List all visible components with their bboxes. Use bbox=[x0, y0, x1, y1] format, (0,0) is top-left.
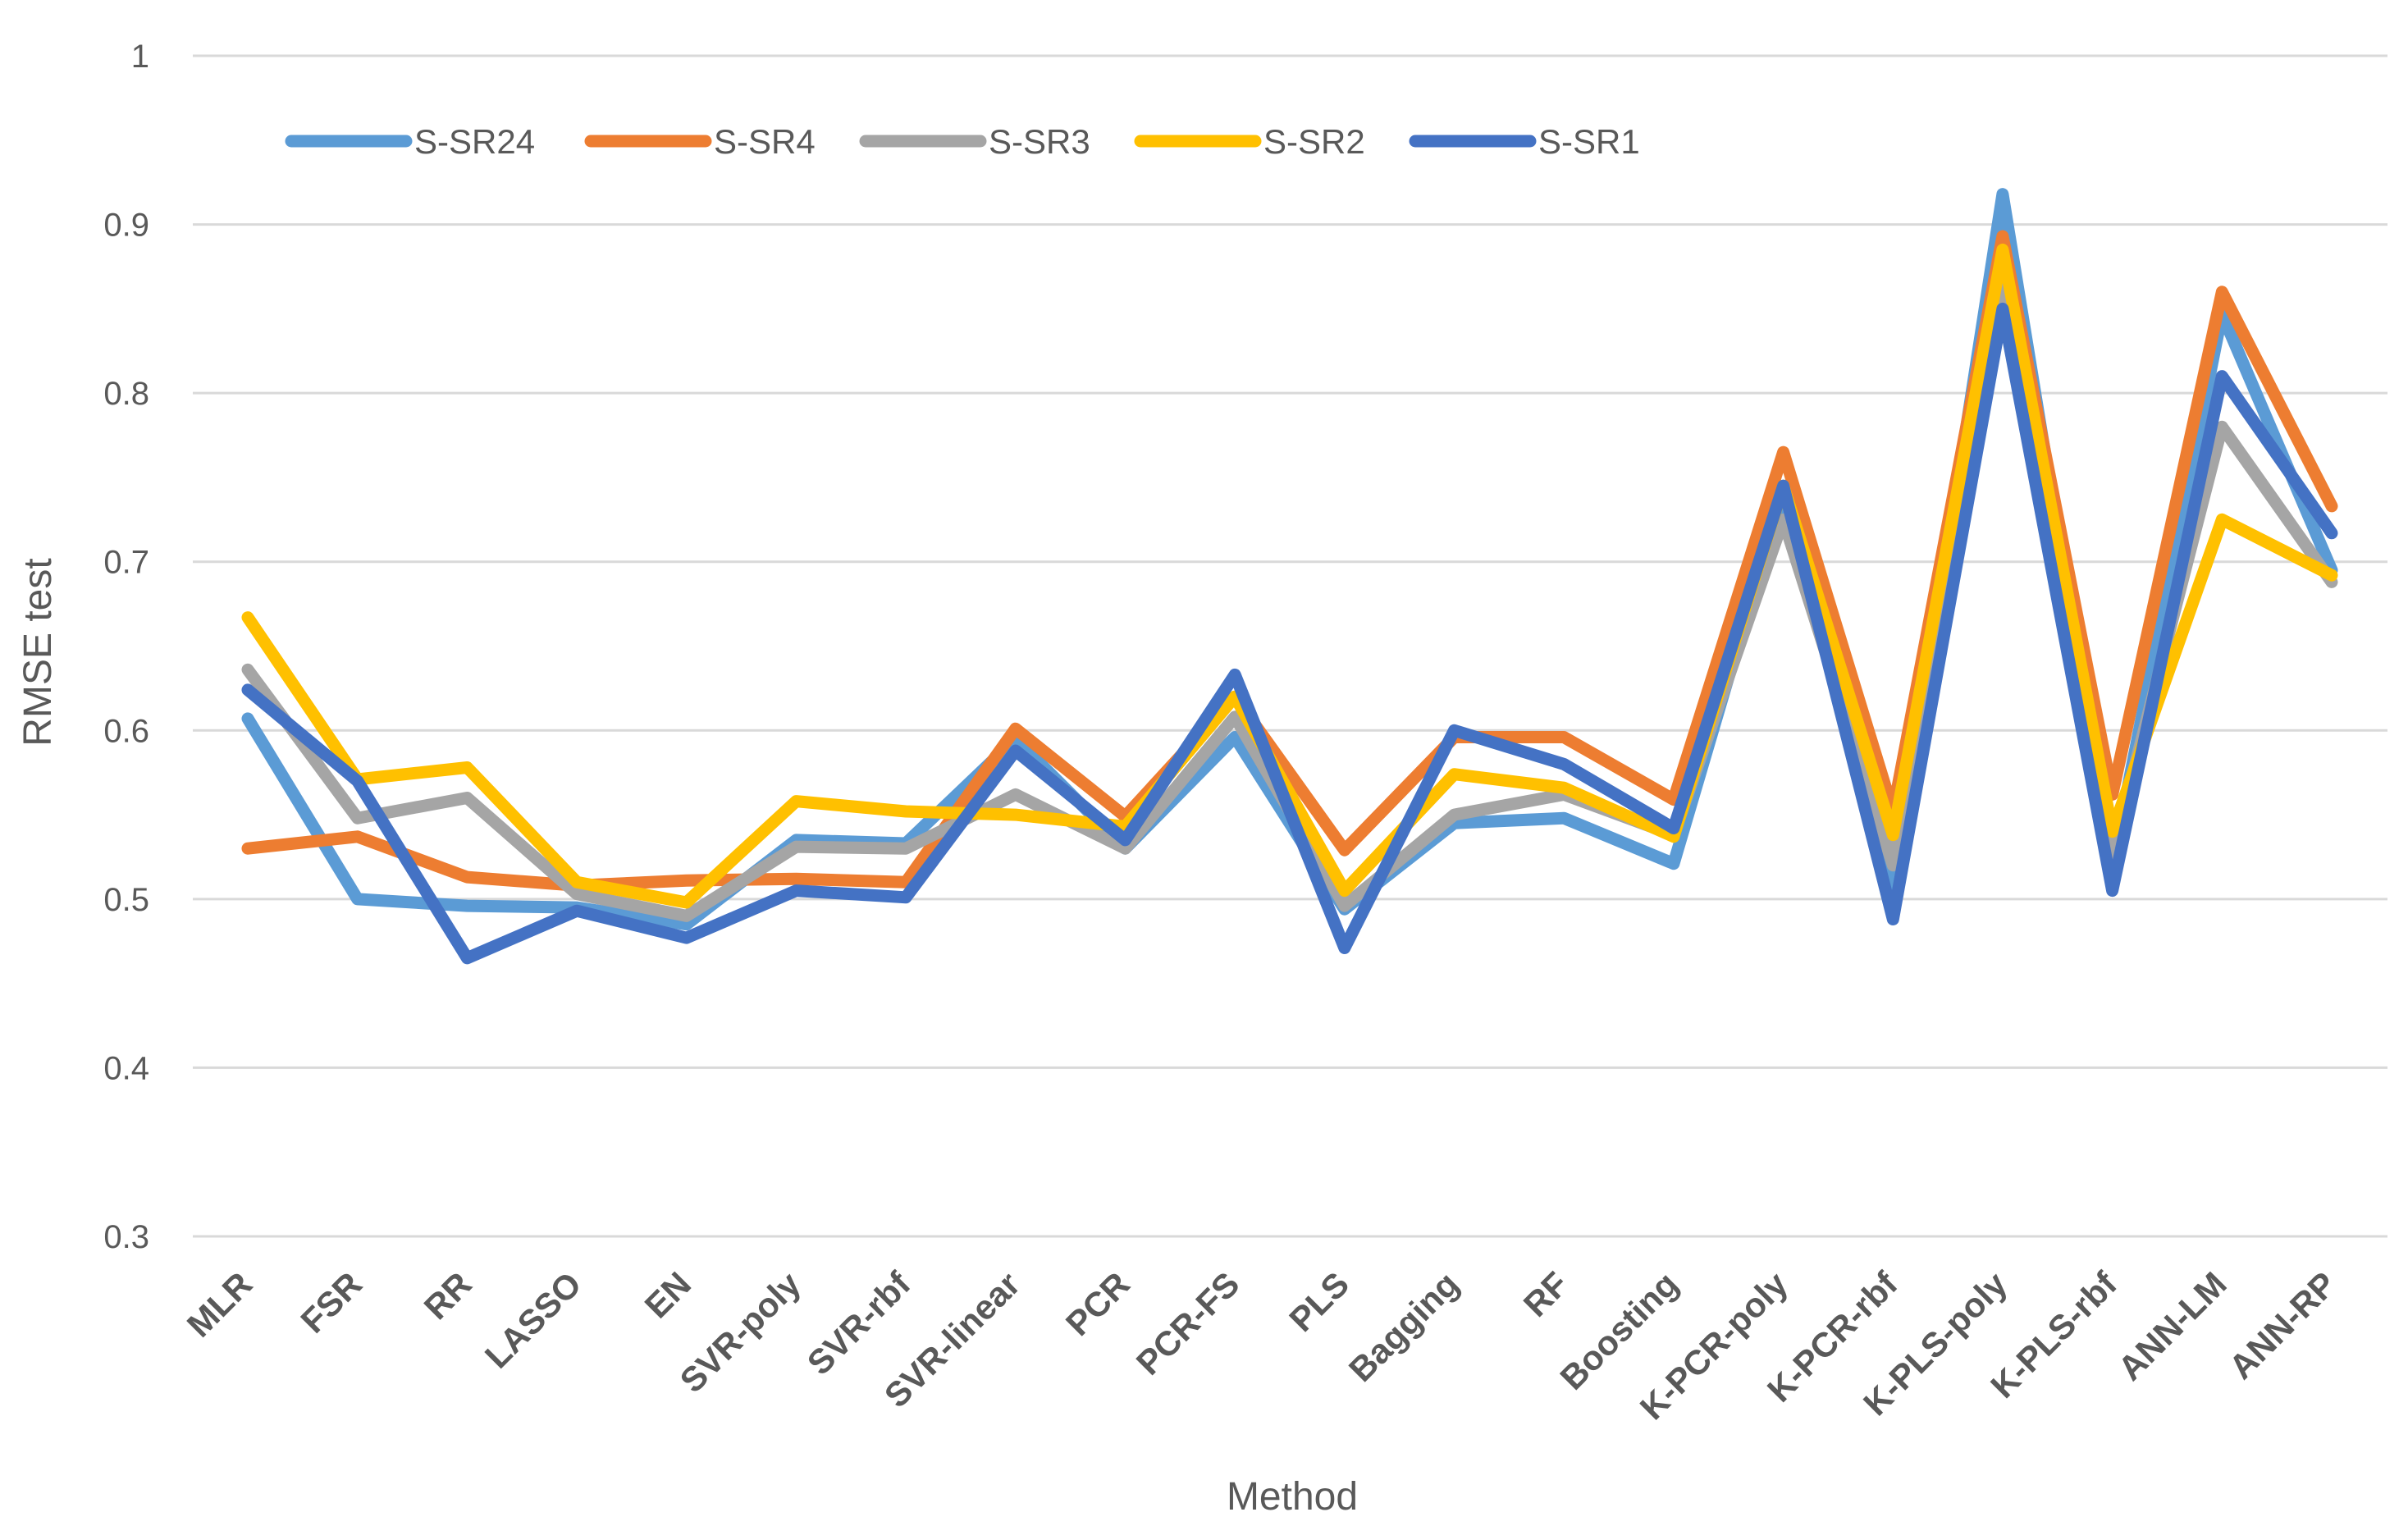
x-tick-label: PCR bbox=[1058, 1264, 1137, 1343]
legend-label-s-sr2: S-SR2 bbox=[1263, 122, 1365, 161]
y-tick-label: 1 bbox=[131, 39, 149, 75]
x-tick-label: SVR-poly bbox=[673, 1264, 809, 1400]
y-tick-label: 0.8 bbox=[103, 376, 149, 412]
x-axis-title: Method bbox=[1227, 1475, 1358, 1519]
legend-label-s-sr4: S-SR4 bbox=[714, 122, 816, 161]
series-lines bbox=[241, 188, 2338, 965]
y-tick-label: 0.6 bbox=[103, 713, 149, 749]
y-tick-label: 0.3 bbox=[103, 1219, 149, 1255]
series-line-s-sr1 bbox=[241, 302, 2338, 965]
y-tick-label: 0.5 bbox=[103, 882, 149, 918]
x-tick-label: ANN-LM bbox=[2110, 1264, 2233, 1387]
x-tick-label: RF bbox=[1516, 1264, 1576, 1324]
x-tick-label: PLS bbox=[1282, 1264, 1356, 1339]
y-tick-label: 0.9 bbox=[103, 208, 149, 244]
x-tick-label: PCR-FS bbox=[1129, 1264, 1247, 1382]
legend-label-s-sr1: S-SR1 bbox=[1538, 122, 1640, 161]
x-tick-label: Bagging bbox=[1341, 1264, 1466, 1389]
series-line-s-sr2 bbox=[241, 243, 2338, 909]
x-tick-label: MLR bbox=[180, 1264, 260, 1345]
legend-label-s-sr3: S-SR3 bbox=[989, 122, 1090, 161]
y-tick-label: 0.4 bbox=[103, 1050, 149, 1086]
gridlines bbox=[193, 54, 2387, 1238]
x-tick-label: LASSO bbox=[477, 1264, 589, 1376]
y-tick-label: 0.7 bbox=[103, 545, 149, 581]
x-tick-label: FSR bbox=[293, 1264, 369, 1341]
legend: S-SR24 S-SR4 S-SR3 S-SR2 S-SR1 bbox=[285, 122, 1640, 161]
y-axis-title: RMSE test bbox=[16, 558, 60, 746]
legend-label-s-sr24: S-SR24 bbox=[414, 122, 535, 161]
y-axis-ticks: 0.3 0.4 0.5 0.6 0.7 0.8 0.9 1 bbox=[103, 39, 149, 1255]
x-tick-label: EN bbox=[637, 1264, 699, 1326]
x-tick-label: ANN-RP bbox=[2222, 1264, 2344, 1387]
x-tick-label: RR bbox=[417, 1264, 479, 1327]
